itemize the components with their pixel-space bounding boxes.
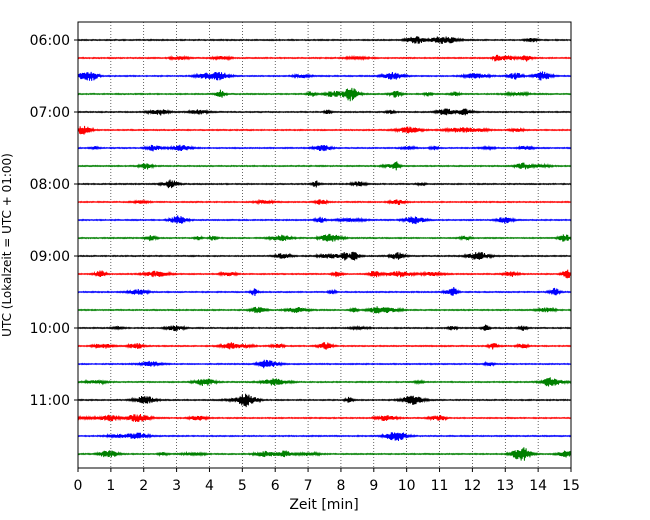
trace-line bbox=[77, 179, 572, 189]
trace-line bbox=[77, 215, 572, 225]
trace-line bbox=[77, 393, 572, 408]
x-tick-label: 11 bbox=[431, 478, 449, 494]
plot-background bbox=[78, 22, 571, 468]
x-tick-label: 15 bbox=[562, 478, 580, 494]
trace-line bbox=[77, 144, 572, 152]
trace-line bbox=[77, 342, 572, 350]
plot-frame bbox=[77, 21, 572, 469]
y-tick-label: 08:00 bbox=[30, 177, 70, 193]
y-tick-label: 06:00 bbox=[30, 33, 70, 49]
trace-line bbox=[77, 125, 572, 135]
trace-line bbox=[77, 233, 572, 242]
x-tick-label: 0 bbox=[74, 478, 83, 494]
x-tick-label: 12 bbox=[463, 478, 481, 494]
trace-line bbox=[77, 306, 572, 314]
x-tick-label: 8 bbox=[336, 478, 345, 494]
y-tick-label: 09:00 bbox=[30, 249, 70, 265]
x-tick-label: 1 bbox=[106, 478, 115, 494]
trace-line bbox=[77, 108, 572, 116]
y-tick-label: 11:00 bbox=[30, 393, 70, 409]
trace-line bbox=[77, 377, 572, 387]
trace-line bbox=[77, 413, 572, 422]
y-tick-label: 10:00 bbox=[30, 321, 70, 337]
y-tick-label: 07:00 bbox=[30, 105, 70, 121]
x-tick-label: 10 bbox=[398, 478, 416, 494]
x-tick-label: 6 bbox=[271, 478, 280, 494]
trace-line bbox=[77, 54, 572, 62]
x-tick-label: 13 bbox=[496, 478, 514, 494]
trace-line bbox=[77, 447, 572, 461]
trace-line bbox=[77, 198, 572, 206]
trace-line bbox=[77, 161, 572, 171]
trace-line bbox=[77, 87, 572, 102]
trace-line bbox=[77, 432, 572, 441]
trace-line bbox=[77, 251, 572, 261]
x-tick-label: 4 bbox=[205, 478, 214, 494]
trace-line bbox=[77, 324, 572, 332]
y-axis-ticks: 06:00 07:00 08:00 09:00 10:00 11:00 bbox=[30, 33, 78, 409]
x-tick-label: 3 bbox=[172, 478, 181, 494]
trace-line bbox=[77, 269, 572, 279]
trace-line bbox=[77, 359, 572, 369]
trace-line bbox=[77, 36, 572, 44]
x-tick-label: 14 bbox=[529, 478, 547, 494]
x-tick-label: 9 bbox=[369, 478, 378, 494]
trace-line bbox=[77, 71, 572, 81]
trace-line bbox=[77, 286, 572, 297]
x-tick-label: 5 bbox=[238, 478, 247, 494]
seismic-traces bbox=[77, 36, 572, 461]
minute-gridlines bbox=[110, 22, 539, 468]
x-tick-label: 2 bbox=[139, 478, 148, 494]
x-axis-ticks: 0 1 2 3 4 5 6 7 8 9 10 11 12 13 14 15 bbox=[74, 468, 580, 494]
x-tick-label: 7 bbox=[304, 478, 313, 494]
x-axis-label: Zeit [min] bbox=[289, 497, 358, 513]
y-axis-label: UTC (Lokalzeit = UTC + 01:00) bbox=[0, 153, 14, 337]
